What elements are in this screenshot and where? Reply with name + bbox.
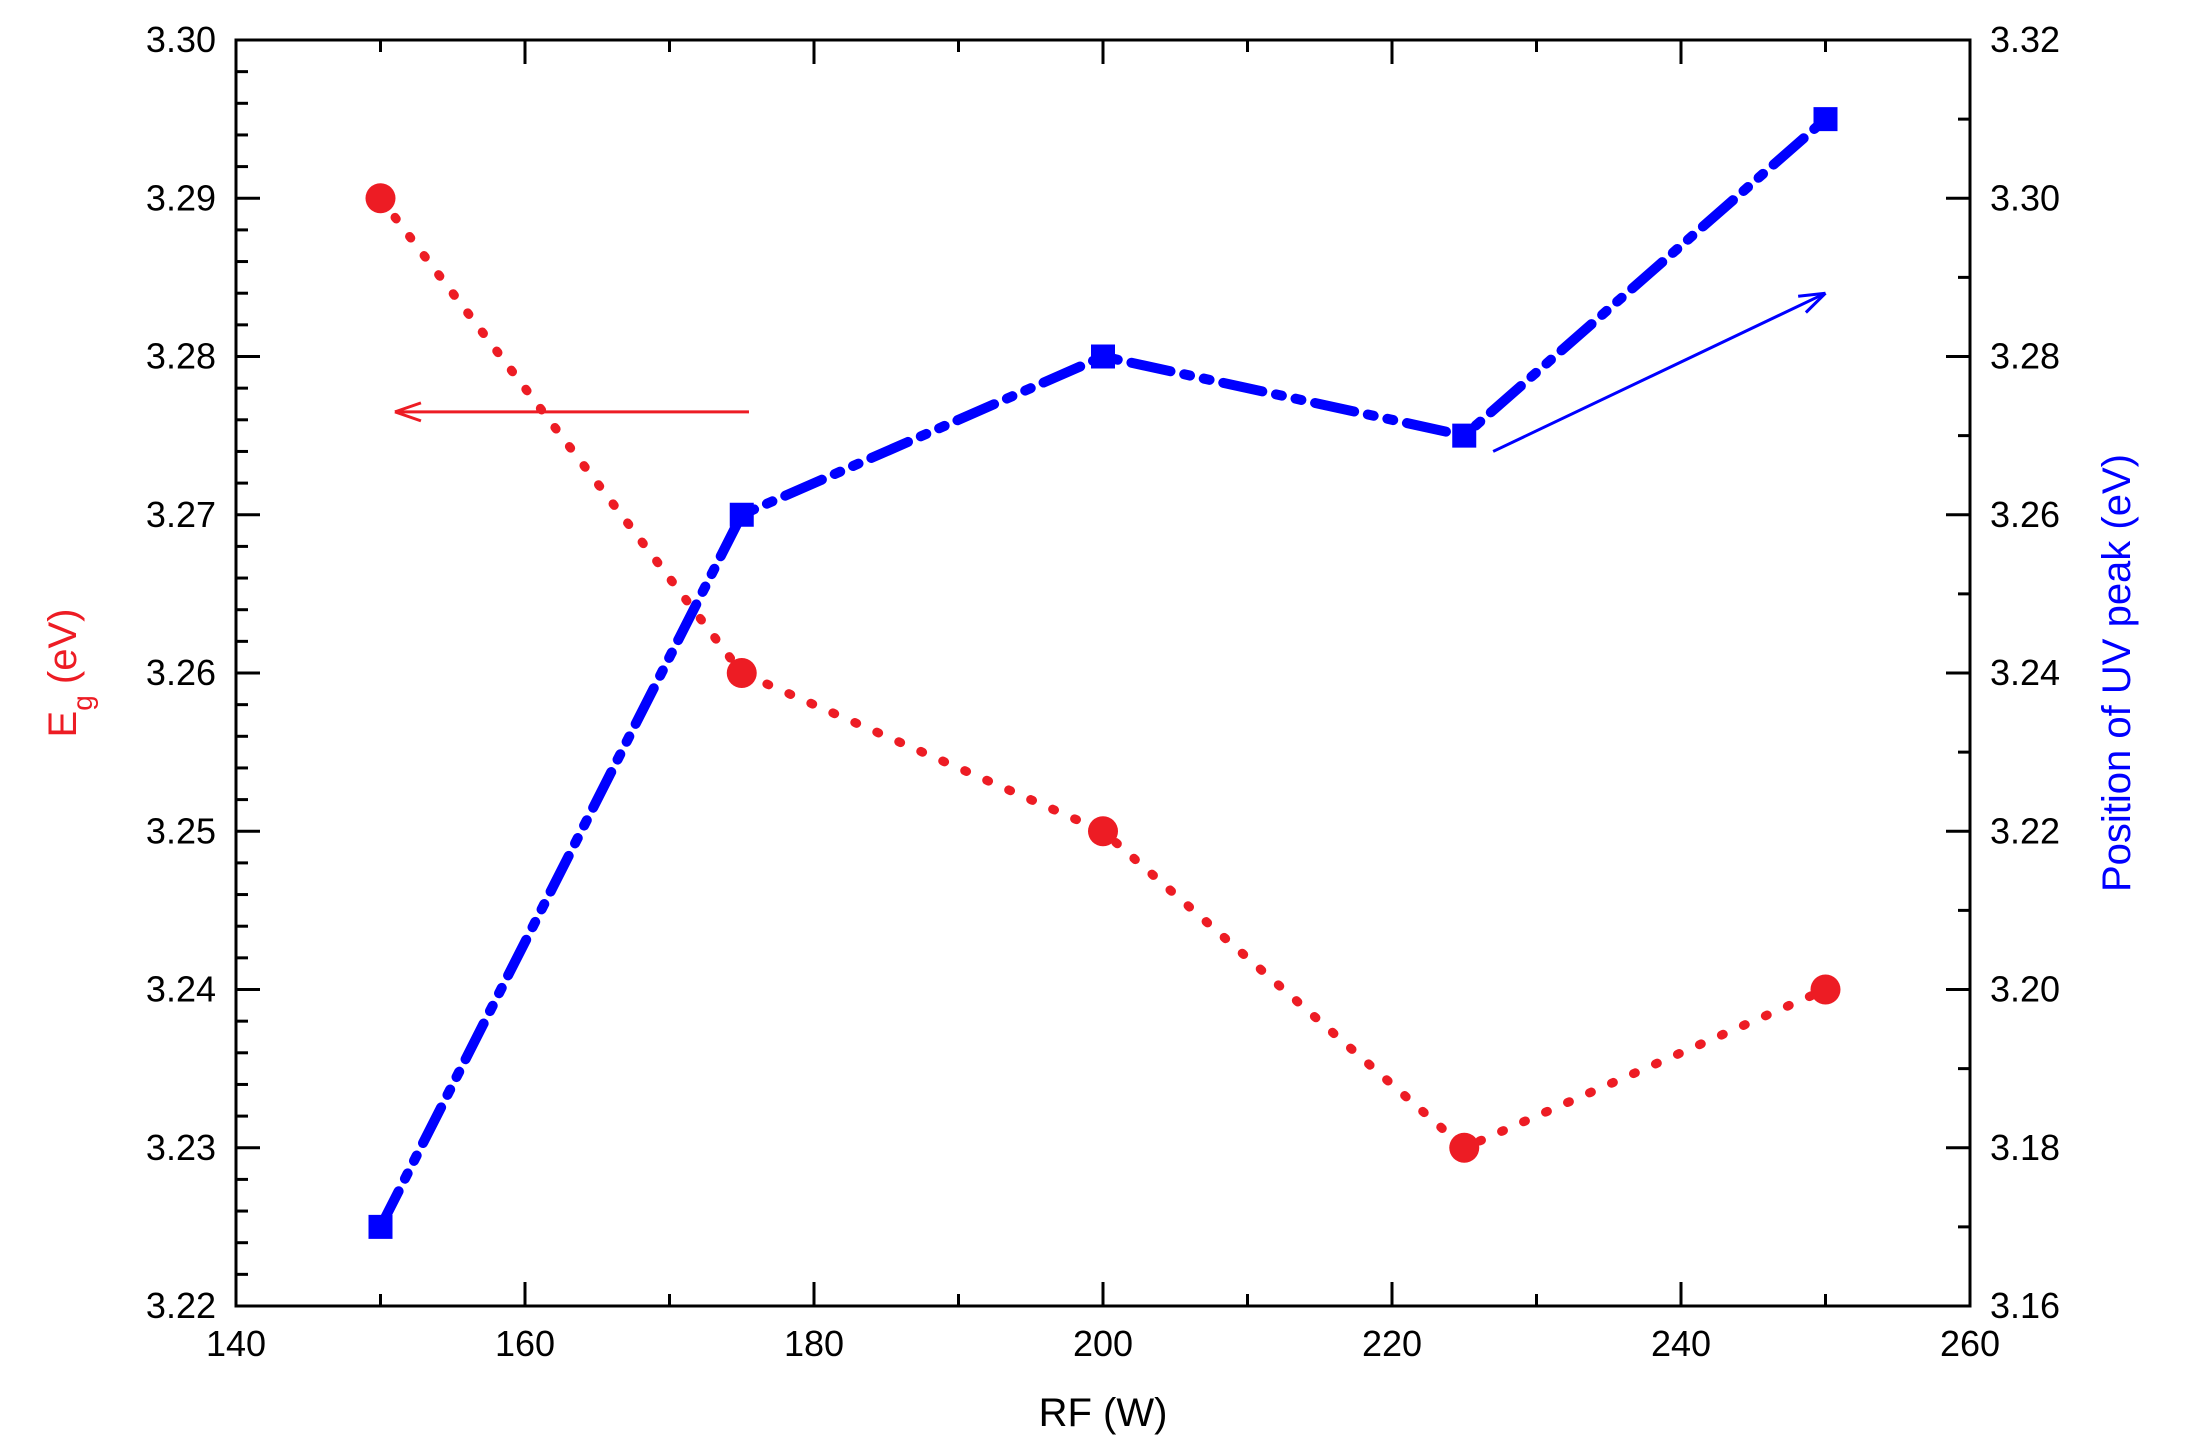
y-right-tick-label: 3.22 <box>1990 810 2060 851</box>
series-marker <box>730 503 754 527</box>
series-marker <box>1452 424 1476 448</box>
series-marker <box>1449 1133 1479 1163</box>
x-tick-label: 220 <box>1362 1323 1422 1364</box>
x-tick-label: 180 <box>784 1323 844 1364</box>
y-right-tick-label: 3.32 <box>1990 19 2060 60</box>
y-right-tick-label: 3.20 <box>1990 969 2060 1010</box>
y-left-tick-label: 3.25 <box>146 810 216 851</box>
x-axis-label: RF (W) <box>1039 1391 1168 1435</box>
y-left-tick-label: 3.27 <box>146 494 216 535</box>
x-tick-label: 200 <box>1073 1323 1133 1364</box>
y-right-tick-label: 3.30 <box>1990 177 2060 218</box>
series-marker <box>727 658 757 688</box>
y-right-tick-label: 3.26 <box>1990 494 2060 535</box>
y-right-tick-label: 3.24 <box>1990 652 2060 693</box>
y-right-tick-label: 3.16 <box>1990 1285 2060 1326</box>
x-tick-label: 160 <box>495 1323 555 1364</box>
dual-axis-chart: 140 160 180 200 220 240 260 RF (W) 3.22 3.23 3.24 3… <box>0 0 2211 1456</box>
y-right-tick-label: 3.18 <box>1990 1127 2060 1168</box>
y-left-tick-label: 3.23 <box>146 1127 216 1168</box>
y-left-tick-label: 3.22 <box>146 1285 216 1326</box>
y-left-tick-label: 3.26 <box>146 652 216 693</box>
series-marker <box>1814 107 1838 131</box>
y-left-tick-label: 3.24 <box>146 969 216 1010</box>
series-marker <box>366 183 396 213</box>
y-left-tick-label: 3.28 <box>146 336 216 377</box>
series-marker <box>369 1215 393 1239</box>
y-left-tick-label: 3.30 <box>146 19 216 60</box>
series-marker <box>1811 975 1841 1005</box>
y-left-tick-label: 3.29 <box>146 177 216 218</box>
y-right-axis-label: Position of UV peak (eV) <box>2095 454 2139 892</box>
x-tick-label: 260 <box>1940 1323 2000 1364</box>
y-right-tick-label: 3.28 <box>1990 336 2060 377</box>
x-tick-label: 240 <box>1651 1323 1711 1364</box>
x-tick-label: 140 <box>206 1323 266 1364</box>
series-marker <box>1091 345 1115 369</box>
series-marker <box>1088 816 1118 846</box>
